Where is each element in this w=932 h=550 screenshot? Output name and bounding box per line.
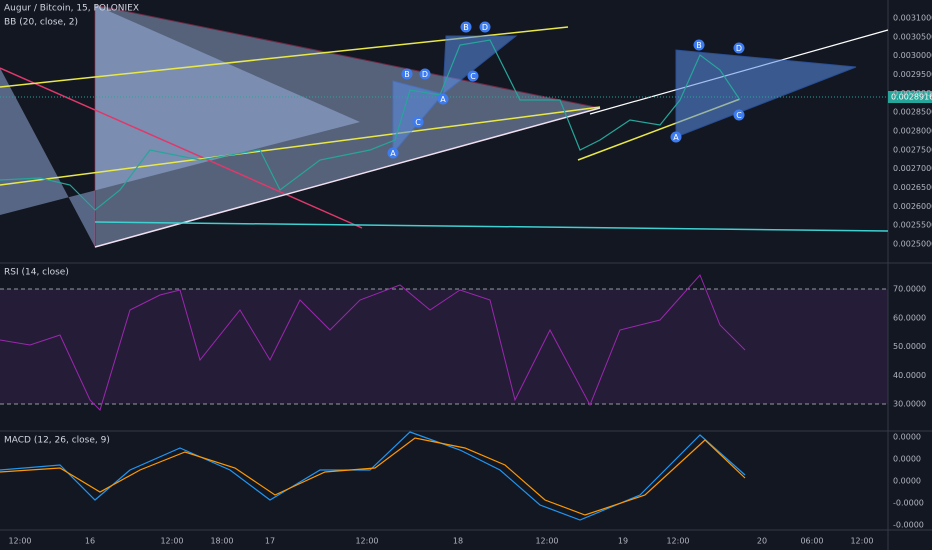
- pattern-point-bg: [733, 109, 745, 121]
- pattern-point: A: [390, 149, 396, 158]
- time-label: 12:00: [535, 537, 558, 546]
- rsi-label: 70.0000: [893, 285, 926, 294]
- price-label: 0.00265000: [893, 183, 932, 192]
- pattern-point-bg: [387, 147, 399, 159]
- time-label: 18:00: [210, 537, 233, 546]
- time-label: 16: [85, 537, 95, 546]
- pattern-point: D: [482, 23, 488, 32]
- price-label: 0.00295000: [893, 70, 932, 79]
- rsi-line: [0, 274, 746, 411]
- pattern-point: A: [440, 95, 446, 104]
- time-label: 17: [265, 537, 275, 546]
- pattern-point-bg: [412, 116, 424, 128]
- pattern-point-bg: [693, 39, 705, 51]
- price-label: 0.00280000: [893, 126, 932, 135]
- pattern-point: B: [463, 23, 469, 32]
- trend-line: [0, 67, 363, 229]
- pattern-point: D: [422, 70, 428, 79]
- pattern-point-bg: [460, 21, 472, 33]
- macd-label: -0.0000: [893, 499, 924, 508]
- pattern-point-bg: [733, 42, 745, 54]
- pattern-point-bg: [419, 68, 431, 80]
- time-label: 18: [453, 537, 463, 546]
- macd-title: MACD (12, 26, close, 9): [4, 436, 110, 446]
- pattern-point: A: [673, 133, 679, 142]
- trend-line: [0, 106, 601, 186]
- macd-label: 0.0000: [893, 433, 921, 442]
- price-label: 0.00255000: [893, 221, 932, 230]
- rsi-band: [0, 289, 888, 404]
- pattern-point: C: [470, 72, 476, 81]
- rsi-label: 50.0000: [893, 342, 926, 351]
- time-label: 12:00: [850, 537, 873, 546]
- price-label: 0.00305000: [893, 32, 932, 41]
- price-label: 0.00285000: [893, 108, 932, 117]
- rsi-label: 30.0000: [893, 400, 926, 409]
- price-label: 0.00290000: [893, 89, 932, 98]
- pattern-point-bg: [670, 131, 682, 143]
- pattern-point: C: [736, 111, 742, 120]
- indicator-title: BB (20, close, 2): [4, 18, 78, 28]
- pattern-point-bg: [437, 93, 449, 105]
- rsi-label: 40.0000: [893, 371, 926, 380]
- rsi-title: RSI (14, close): [4, 268, 69, 278]
- macd-label: 0.0000: [893, 455, 921, 464]
- time-label: 12:00: [8, 537, 31, 546]
- pattern-point: B: [404, 70, 410, 79]
- pattern-point-bg: [467, 70, 479, 82]
- abcd-pattern: [442, 35, 518, 96]
- current-price-box: [888, 91, 932, 103]
- pattern-point: C: [415, 118, 421, 127]
- price-path: [0, 39, 741, 211]
- pattern-point-bg: [479, 21, 491, 33]
- rsi-label: 60.0000: [893, 313, 926, 322]
- pattern-point-bg: [401, 68, 413, 80]
- trend-line: [94, 107, 601, 248]
- chart-title: Augur / Bitcoin, 15, POLONIEX: [4, 4, 139, 14]
- price-label: 0.00270000: [893, 164, 932, 173]
- price-label: 0.00300000: [893, 51, 932, 60]
- time-label: 19: [618, 537, 628, 546]
- time-label: 12:00: [666, 537, 689, 546]
- price-label: 0.00310000: [893, 14, 932, 23]
- time-label: 12:00: [160, 537, 183, 546]
- price-label: 0.00250000: [893, 239, 932, 248]
- horizontal-line: [94, 221, 889, 232]
- time-label: 06:00: [800, 537, 823, 546]
- time-label: 20: [757, 537, 767, 546]
- macd-label: -0.0000: [893, 521, 924, 530]
- macd-label: 0.0000: [893, 477, 921, 486]
- price-label: 0.00275000: [893, 145, 932, 154]
- triangle-pattern: [0, 5, 360, 247]
- macd-line: [0, 431, 746, 521]
- pattern-point: D: [736, 44, 742, 53]
- time-label: 12:00: [355, 537, 378, 546]
- signal-line: [0, 437, 746, 516]
- pattern-point: B: [696, 41, 702, 50]
- current-price: 0.00289160: [891, 93, 932, 102]
- price-label: 0.00260000: [893, 202, 932, 211]
